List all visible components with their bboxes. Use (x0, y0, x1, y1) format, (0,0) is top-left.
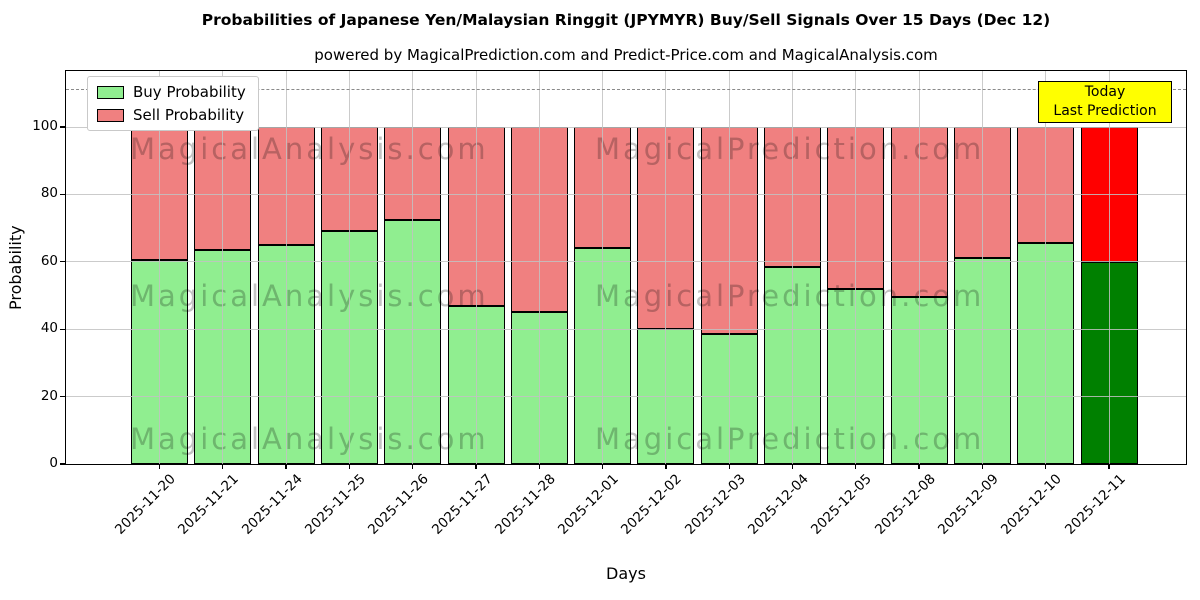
x-tick-mark (855, 464, 857, 469)
y-tick-mark (60, 463, 66, 465)
x-tick-mark (158, 464, 161, 469)
x-tick-label: 2025-11-28 (491, 471, 559, 538)
h-gridline (66, 328, 1186, 330)
h-gridline (66, 193, 1186, 195)
x-tick-mark (1108, 464, 1110, 469)
y-tick-label: 100 (32, 118, 58, 134)
x-tick-label: 2025-12-05 (808, 471, 876, 538)
buy-swatch-icon (97, 85, 124, 99)
x-tick-label: 2025-11-27 (428, 471, 496, 538)
x-tick-mark (538, 464, 540, 469)
x-tick-label: 2025-12-04 (745, 471, 812, 538)
h-gridline (66, 126, 1186, 128)
watermark-text: MagicalPrediction.com (595, 422, 985, 456)
x-tick-mark (285, 464, 287, 469)
x-tick-mark (918, 464, 920, 469)
sell-swatch-icon (97, 108, 124, 122)
legend-item-sell: Sell Probability (97, 106, 246, 124)
v-gridline (1108, 71, 1110, 464)
v-gridline (665, 71, 667, 464)
watermark-text: MagicalAnalysis.com (130, 279, 489, 313)
watermark-text: MagicalAnalysis.com (130, 132, 489, 166)
x-tick-mark (1045, 464, 1047, 469)
y-tick-label: 80 (40, 185, 58, 202)
v-gridline (348, 71, 350, 464)
y-tick-mark (60, 328, 66, 330)
v-gridline (475, 71, 477, 464)
v-gridline (792, 71, 793, 464)
today-annotation-box: Today Last Prediction (1038, 81, 1172, 123)
x-tick-mark (665, 464, 667, 469)
h-gridline (66, 261, 1186, 263)
v-gridline (1045, 71, 1047, 464)
legend-item-buy: Buy Probability (97, 83, 246, 101)
x-tick-mark (348, 464, 351, 469)
x-tick-label: 2025-12-02 (618, 471, 686, 538)
y-tick-mark (60, 193, 66, 196)
x-tick-label: 2025-12-09 (934, 471, 1002, 538)
v-gridline (159, 71, 160, 464)
x-tick-label: 2025-11-21 (175, 471, 243, 538)
x-tick-mark (981, 464, 984, 469)
y-tick-label: 60 (40, 252, 58, 269)
x-tick-mark (412, 464, 414, 469)
y-tick-label: 20 (40, 387, 58, 404)
y-tick-label: 40 (40, 320, 58, 337)
y-tick-label: 0 (49, 455, 58, 471)
legend-label-buy: Buy Probability (133, 83, 246, 101)
x-tick-mark (601, 464, 604, 469)
y-tick-mark (60, 126, 66, 128)
x-tick-label: 2025-11-20 (112, 471, 179, 538)
today-annotation-line2: Last Prediction (1053, 103, 1157, 119)
x-tick-label: 2025-12-01 (555, 471, 622, 538)
plot-area: MagicalAnalysis.com MagicalPrediction.com… (66, 71, 1186, 464)
x-tick-mark (475, 464, 477, 469)
chart-title: Probabilities of Japanese Yen/Malaysian … (201, 11, 1051, 29)
watermark-text: MagicalPrediction.com (595, 132, 985, 166)
today-annotation-line1: Today (1084, 84, 1126, 100)
x-tick-label: 2025-12-03 (681, 471, 749, 538)
watermark-text: MagicalPrediction.com (595, 279, 985, 313)
x-axis-label: Days (606, 564, 646, 583)
v-gridline (855, 71, 857, 464)
legend-label-sell: Sell Probability (133, 106, 245, 124)
x-tick-mark (728, 464, 730, 469)
y-tick-mark (60, 261, 66, 263)
v-gridline (981, 71, 983, 464)
y-tick-mark (60, 395, 66, 398)
chart-subtitle: powered by MagicalPrediction.com and Pre… (314, 46, 938, 64)
v-gridline (222, 71, 224, 464)
x-tick-mark (791, 464, 794, 469)
v-gridline (728, 71, 730, 464)
h-gridline (66, 396, 1186, 398)
x-tick-label: 2025-12-10 (998, 471, 1066, 538)
x-tick-label: 2025-11-25 (301, 471, 369, 538)
x-tick-label: 2025-12-08 (871, 471, 939, 538)
v-gridline (602, 71, 604, 464)
legend: Buy Probability Sell Probability (87, 76, 259, 131)
x-tick-label: 2025-12-11 (1061, 471, 1129, 538)
x-tick-mark (222, 464, 224, 469)
x-tick-label: 2025-11-26 (365, 471, 433, 538)
v-gridline (538, 71, 540, 464)
v-gridline (918, 71, 920, 464)
watermark-text: MagicalAnalysis.com (130, 422, 489, 456)
dashed-threshold-line (66, 88, 1186, 90)
v-gridline (285, 71, 287, 464)
x-tick-label: 2025-11-24 (238, 471, 306, 538)
v-gridline (412, 71, 414, 464)
